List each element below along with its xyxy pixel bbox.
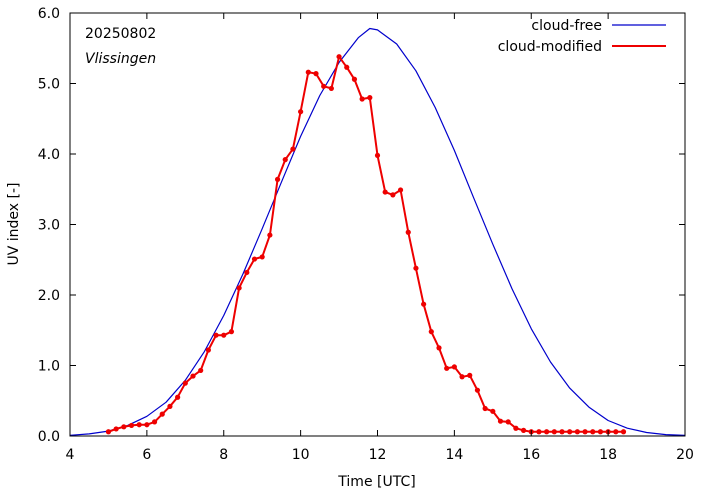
data-point-cloud-modified <box>474 387 481 393</box>
data-point-cloud-modified <box>105 429 112 435</box>
data-point-cloud-modified <box>190 373 196 379</box>
data-point-cloud-modified <box>374 152 381 159</box>
data-point-cloud-modified <box>467 372 473 378</box>
series-line-cloud-modified <box>108 55 624 433</box>
y-tick-label: 3.0 <box>38 218 60 234</box>
x-tick-label: 14 <box>445 447 463 463</box>
data-point-cloud-modified <box>551 429 557 435</box>
data-point-cloud-modified <box>205 347 211 353</box>
x-tick-label: 16 <box>522 447 540 463</box>
x-tick-label: 18 <box>599 447 617 463</box>
y-tick-label: 6.0 <box>38 6 60 22</box>
data-point-cloud-modified <box>113 426 119 432</box>
y-tick-label: 2.0 <box>38 288 60 304</box>
data-point-cloud-modified <box>497 418 504 424</box>
plot-area <box>69 27 686 436</box>
data-point-cloud-modified <box>213 332 219 338</box>
data-point-cloud-modified <box>305 69 311 75</box>
data-point-cloud-modified <box>336 54 342 60</box>
y-tick-label: 5.0 <box>38 77 60 93</box>
data-point-cloud-modified <box>451 364 457 370</box>
y-tick-label: 4.0 <box>38 147 60 163</box>
data-point-cloud-modified <box>175 394 181 400</box>
data-point-cloud-modified <box>613 429 619 435</box>
data-point-cloud-modified <box>513 425 519 431</box>
legend-label-cloud-free: cloud-free <box>531 18 602 34</box>
data-point-cloud-modified <box>159 411 165 417</box>
data-point-cloud-modified <box>182 380 188 386</box>
data-point-cloud-modified <box>236 285 242 291</box>
y-axis-label: UV index [-] <box>6 182 22 265</box>
plot-frame <box>69 12 686 437</box>
date-label: 20250802 <box>85 26 156 42</box>
data-point-cloud-modified <box>620 429 627 435</box>
data-point-cloud-modified <box>413 265 419 271</box>
data-point-cloud-modified <box>582 429 588 435</box>
data-point-cloud-modified <box>121 424 127 430</box>
data-point-cloud-modified <box>251 256 258 262</box>
data-point-cloud-modified <box>559 429 565 435</box>
x-tick-label: 4 <box>66 447 75 463</box>
data-point-cloud-modified <box>144 422 150 428</box>
data-point-cloud-modified <box>228 329 235 335</box>
x-tick-label: 20 <box>676 447 694 463</box>
data-point-cloud-modified <box>597 429 604 435</box>
x-tick-label: 10 <box>292 447 310 463</box>
data-point-cloud-modified <box>151 419 158 425</box>
data-point-cloud-modified <box>298 109 304 115</box>
data-point-cloud-modified <box>290 146 296 152</box>
data-point-cloud-modified <box>536 429 542 435</box>
data-point-cloud-modified <box>367 95 373 101</box>
data-point-cloud-modified <box>482 405 488 412</box>
data-point-cloud-modified <box>167 403 173 409</box>
y-axis: 0.0 1.0 2.0 3.0 4.0 5.0 6.0 <box>38 6 685 445</box>
data-point-cloud-modified <box>459 374 465 380</box>
data-point-cloud-modified <box>267 232 273 238</box>
data-point-cloud-modified <box>382 189 388 195</box>
data-point-cloud-modified <box>544 429 550 435</box>
data-point-cloud-modified <box>344 64 350 70</box>
data-point-cloud-modified <box>520 427 527 433</box>
x-tick-label: 8 <box>219 447 228 463</box>
data-point-cloud-modified <box>198 367 204 374</box>
data-point-cloud-modified <box>590 429 596 435</box>
data-point-cloud-modified <box>421 301 427 307</box>
data-point-cloud-modified <box>136 422 142 428</box>
data-point-cloud-modified <box>259 254 265 260</box>
data-point-cloud-modified <box>390 192 396 198</box>
data-point-cloud-modified <box>321 83 327 89</box>
data-point-cloud-modified <box>405 229 411 235</box>
y-tick-label: 1.0 <box>38 359 60 375</box>
data-point-cloud-modified <box>274 176 281 182</box>
data-point-cloud-modified <box>128 422 135 429</box>
data-point-cloud-modified <box>244 269 250 276</box>
data-point-cloud-modified <box>574 429 580 435</box>
legend: cloud-free cloud-modified <box>498 18 666 55</box>
data-point-cloud-modified <box>313 71 319 77</box>
x-axis: 4 6 8 10 12 14 16 18 20 <box>66 13 694 463</box>
data-point-cloud-modified <box>359 96 365 102</box>
x-tick-label: 6 <box>142 447 151 463</box>
data-point-cloud-modified <box>505 419 511 425</box>
location-label: Vlissingen <box>85 51 156 67</box>
x-axis-label: Time [UTC] <box>337 474 415 490</box>
data-point-cloud-modified <box>444 365 450 371</box>
data-point-cloud-modified <box>436 345 442 351</box>
x-tick-label: 12 <box>369 447 387 463</box>
data-point-cloud-modified <box>351 76 358 82</box>
data-point-cloud-modified <box>428 329 434 335</box>
data-point-cloud-modified <box>328 85 334 92</box>
data-point-cloud-modified <box>567 429 573 435</box>
legend-label-cloud-modified: cloud-modified <box>498 39 602 55</box>
data-point-cloud-modified <box>397 187 404 193</box>
data-point-cloud-modified <box>282 157 288 163</box>
series-line-cloud-free <box>69 27 686 436</box>
data-point-cloud-modified <box>221 332 227 338</box>
data-point-cloud-modified <box>490 408 496 414</box>
y-tick-label: 0.0 <box>38 429 60 445</box>
